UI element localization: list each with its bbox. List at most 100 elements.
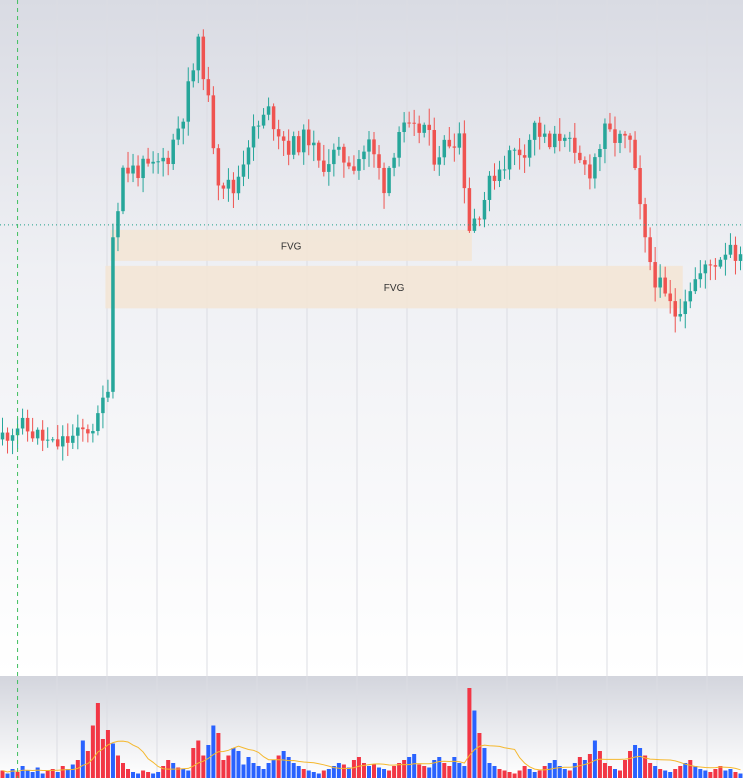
volume-bar [326, 769, 331, 778]
candle-body [693, 279, 698, 292]
candle-body [322, 160, 326, 172]
volume-bar [30, 772, 35, 778]
candle-body [568, 137, 572, 139]
candle-body [678, 314, 683, 317]
fvg-zones: FVG FVG [105, 229, 683, 309]
volume-bar [623, 760, 628, 778]
volume-bar [522, 766, 527, 778]
volume-bar [151, 773, 156, 778]
candle-body [578, 152, 582, 161]
volume-bar [683, 763, 688, 778]
candle-body [296, 136, 301, 153]
candle-body [593, 157, 597, 179]
candle-body [522, 155, 527, 158]
candle-body [141, 158, 145, 179]
volume-bar [382, 769, 387, 778]
candle-body [156, 161, 160, 163]
volume-bar [221, 760, 226, 778]
candle-body [708, 264, 713, 266]
candle-body [121, 167, 125, 212]
candle-body [392, 157, 396, 168]
candle-body [136, 165, 140, 179]
volume-bar [422, 766, 427, 778]
volume-bar [136, 773, 141, 778]
candle-body [598, 148, 602, 158]
volume-bar [246, 757, 251, 778]
candle-body [573, 137, 577, 153]
candle-body [502, 169, 507, 171]
volume-bar [65, 769, 70, 778]
volume-bar [612, 769, 617, 778]
volume-bar [10, 769, 15, 778]
volume-bar [126, 769, 131, 778]
candle-body [387, 167, 391, 194]
volume-bar [487, 763, 492, 778]
candle-body [281, 136, 286, 141]
candle-body [301, 129, 306, 153]
candle-body [377, 154, 381, 168]
candle-body [718, 259, 723, 267]
candle-body [181, 121, 185, 129]
volume-bar [115, 755, 120, 778]
volume-bar [336, 763, 341, 778]
candle-body [216, 148, 221, 186]
volume-bar [341, 764, 346, 778]
fvg-label: FVG [384, 283, 405, 294]
candle-body [236, 176, 241, 194]
candle-body [291, 136, 296, 155]
volume-bar [346, 767, 351, 778]
candle-body [171, 139, 175, 165]
volume-bar [397, 763, 402, 778]
fvg-zone [105, 265, 683, 309]
volume-bar [70, 764, 75, 778]
candle-body [10, 435, 15, 441]
volume-bar [678, 766, 683, 778]
volume-bar [40, 773, 45, 778]
candle-body [50, 439, 55, 441]
candle-body [382, 167, 386, 194]
candle-body [367, 139, 371, 152]
candle-body [76, 427, 80, 436]
volume-bar [472, 710, 477, 778]
volume-bar [502, 770, 507, 778]
candle-body [517, 149, 522, 156]
candle-body [261, 114, 266, 126]
volume-bar [231, 748, 236, 778]
volume-bar [698, 769, 703, 778]
candle-body [698, 273, 703, 280]
volume-bar [266, 763, 271, 778]
volume-bar [261, 769, 266, 778]
volume-bar [366, 766, 371, 778]
volume-bar [216, 733, 221, 778]
volume-bar [0, 770, 5, 778]
volume-bar [331, 766, 336, 778]
volume-bar [542, 766, 547, 778]
volume-bar [241, 764, 246, 778]
candle-body [558, 133, 562, 141]
candle-body [357, 159, 361, 171]
candle-body [628, 135, 632, 140]
volume-bar [638, 748, 643, 778]
volume-bar [351, 760, 356, 778]
volume-bar [412, 754, 417, 778]
volume-bar [251, 763, 256, 778]
volume-bar [372, 764, 377, 778]
volume-bar [271, 760, 276, 778]
candle-body [588, 164, 592, 179]
candle-body [161, 157, 165, 162]
volume-bar [467, 688, 472, 778]
volume-bar [688, 760, 693, 778]
volume-bar [517, 770, 522, 778]
volume-bar [60, 766, 65, 778]
candle-body [66, 436, 70, 443]
candle-body [327, 164, 331, 172]
candle-body [251, 126, 256, 148]
volume-bar [256, 766, 261, 778]
volume-bar [75, 760, 80, 778]
candle-body [733, 244, 738, 261]
candle-body [276, 129, 281, 137]
candle-body [266, 106, 271, 115]
candle-body [432, 129, 437, 165]
